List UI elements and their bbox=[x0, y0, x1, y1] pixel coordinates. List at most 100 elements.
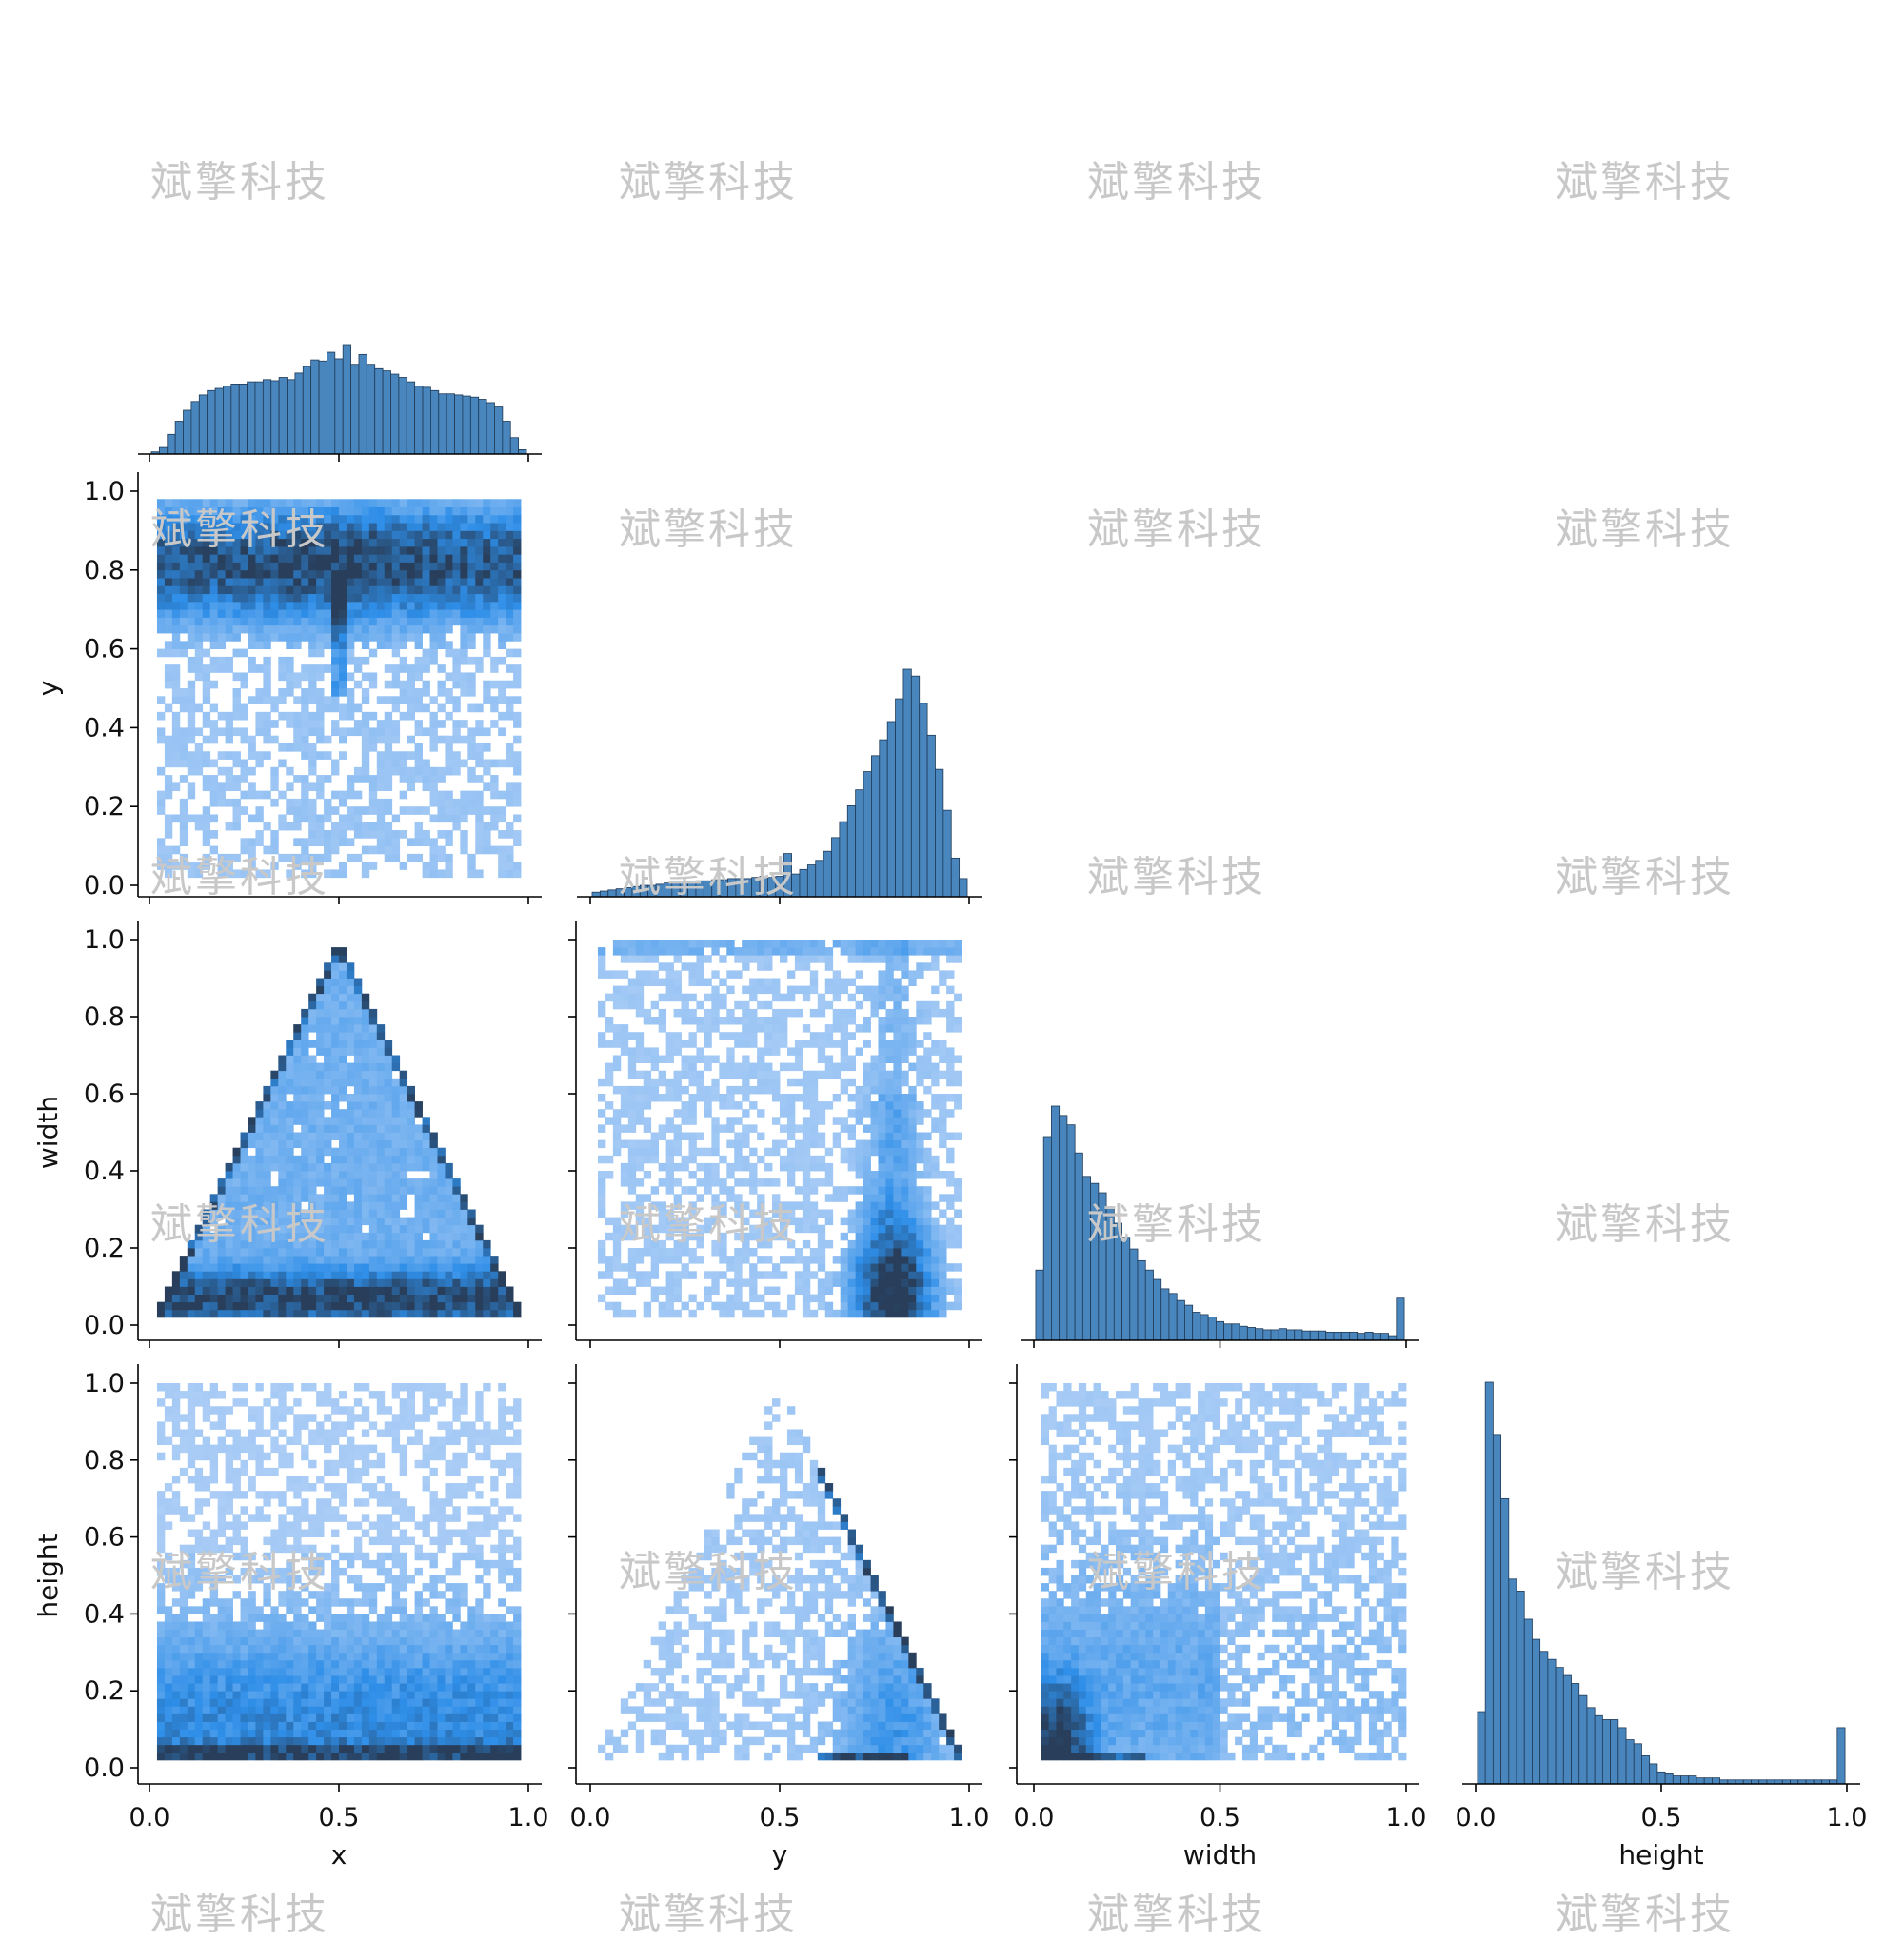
heatmap-cell bbox=[475, 664, 484, 673]
heatmap-cell bbox=[368, 1155, 378, 1164]
heatmap-cell bbox=[346, 1078, 355, 1087]
heatmap-cell bbox=[786, 1117, 796, 1125]
heatmap-cell bbox=[164, 1286, 173, 1295]
heatmap-cell bbox=[353, 1178, 363, 1187]
heatmap-cell bbox=[414, 554, 423, 563]
heatmap-cell bbox=[711, 1008, 720, 1018]
heatmap-cell bbox=[171, 624, 181, 634]
heatmap-cell bbox=[429, 1278, 438, 1287]
heatmap-cell bbox=[225, 1606, 233, 1614]
heatmap-cell bbox=[452, 499, 461, 507]
heatmap-cell bbox=[232, 1514, 241, 1522]
heatmap-cell bbox=[263, 1224, 271, 1234]
heatmap-cell bbox=[863, 1085, 871, 1095]
heatmap-cell bbox=[483, 1301, 491, 1311]
heatmap-cell bbox=[407, 1178, 415, 1187]
histogram-bar bbox=[863, 771, 872, 898]
heatmap-cell bbox=[361, 1040, 370, 1048]
heatmap-cell bbox=[809, 1117, 819, 1125]
heatmap-cell bbox=[696, 1132, 704, 1140]
heatmap-cell bbox=[513, 624, 522, 634]
heatmap-cell bbox=[293, 720, 302, 728]
heatmap-cell bbox=[824, 1147, 834, 1157]
heatmap-cell bbox=[263, 601, 271, 610]
heatmap-cell bbox=[270, 499, 279, 507]
heatmap-cell bbox=[187, 562, 196, 571]
heatmap-cell bbox=[688, 1232, 697, 1241]
heatmap-cell bbox=[217, 1544, 226, 1554]
heatmap-cell bbox=[194, 703, 204, 713]
heatmap-cell bbox=[255, 1309, 264, 1318]
heatmap-cell bbox=[734, 1294, 743, 1303]
heatmap-cell bbox=[916, 1147, 924, 1157]
heatmap-cell bbox=[255, 806, 264, 815]
heatmap-cell bbox=[809, 955, 819, 963]
heatmap-cell bbox=[612, 940, 622, 948]
heatmap-cell bbox=[255, 585, 264, 595]
heatmap-cell bbox=[361, 845, 370, 855]
heatmap-cell bbox=[635, 955, 645, 963]
heatmap-cell bbox=[209, 514, 219, 524]
heatmap-cell bbox=[399, 506, 408, 516]
heatmap-cell bbox=[194, 1713, 204, 1722]
heatmap-cell bbox=[407, 664, 415, 673]
heatmap-cell bbox=[331, 562, 340, 571]
heatmap-cell bbox=[688, 1171, 697, 1179]
heatmap-cell bbox=[597, 1139, 606, 1149]
heatmap-cell bbox=[681, 1239, 689, 1249]
heatmap-cell bbox=[780, 1109, 788, 1118]
heatmap-cell bbox=[293, 1209, 302, 1218]
heatmap-cell bbox=[171, 1721, 181, 1730]
heatmap-cell bbox=[316, 1162, 325, 1172]
histogram-bar bbox=[1246, 1327, 1256, 1341]
heatmap-cell bbox=[665, 1271, 674, 1279]
heatmap-cell bbox=[164, 530, 173, 540]
heatmap-cell bbox=[665, 1178, 674, 1187]
heatmap-cell bbox=[308, 727, 317, 737]
heatmap-cell bbox=[202, 1621, 211, 1630]
heatmap-cell bbox=[232, 1752, 241, 1761]
heatmap-cell bbox=[353, 703, 363, 713]
heatmap-cell bbox=[786, 1155, 796, 1164]
heatmap-cell bbox=[681, 947, 689, 956]
heatmap-cell bbox=[597, 1239, 606, 1249]
heatmap-cell bbox=[339, 545, 347, 555]
heatmap-cell bbox=[939, 1139, 947, 1149]
heatmap-cell bbox=[270, 775, 279, 783]
heatmap-cell bbox=[452, 1201, 461, 1210]
heatmap-cell bbox=[946, 1178, 955, 1187]
heatmap-cell bbox=[240, 530, 248, 540]
heatmap-cell bbox=[612, 1232, 622, 1241]
heatmap-cell bbox=[248, 1186, 256, 1195]
heatmap-cell bbox=[194, 499, 204, 507]
heatmap-cell bbox=[339, 711, 347, 721]
heatmap-cell bbox=[164, 1552, 173, 1561]
heatmap-cell bbox=[711, 1017, 720, 1025]
heatmap-cell bbox=[179, 688, 188, 697]
heatmap-cell bbox=[863, 1178, 871, 1187]
heatmap-cell bbox=[742, 1139, 750, 1149]
heatmap-cell bbox=[757, 1309, 765, 1318]
heatmap-cell bbox=[908, 940, 917, 948]
heatmap-cell bbox=[278, 1271, 287, 1279]
heatmap-cell bbox=[681, 1217, 689, 1226]
heatmap-cell bbox=[749, 1147, 758, 1157]
heatmap-cell bbox=[308, 1263, 317, 1272]
heatmap-cell bbox=[506, 1286, 514, 1295]
heatmap-cell bbox=[650, 1294, 660, 1303]
heatmap-cell bbox=[847, 1209, 856, 1218]
heatmap-cell bbox=[817, 1209, 826, 1218]
heatmap-cell bbox=[353, 680, 363, 689]
heatmap-cell bbox=[422, 624, 430, 634]
heatmap-cell bbox=[847, 1132, 856, 1140]
heatmap-cell bbox=[688, 1201, 697, 1210]
heatmap-cell bbox=[202, 814, 211, 823]
heatmap-cell bbox=[506, 743, 514, 752]
heatmap-cell bbox=[384, 830, 393, 839]
heatmap-cell bbox=[870, 1070, 879, 1079]
heatmap-cell bbox=[286, 1178, 294, 1187]
heatmap-cell bbox=[316, 985, 325, 995]
heatmap-cell bbox=[156, 562, 166, 571]
heatmap-cell bbox=[339, 578, 347, 586]
heatmap-cell bbox=[194, 1629, 204, 1638]
